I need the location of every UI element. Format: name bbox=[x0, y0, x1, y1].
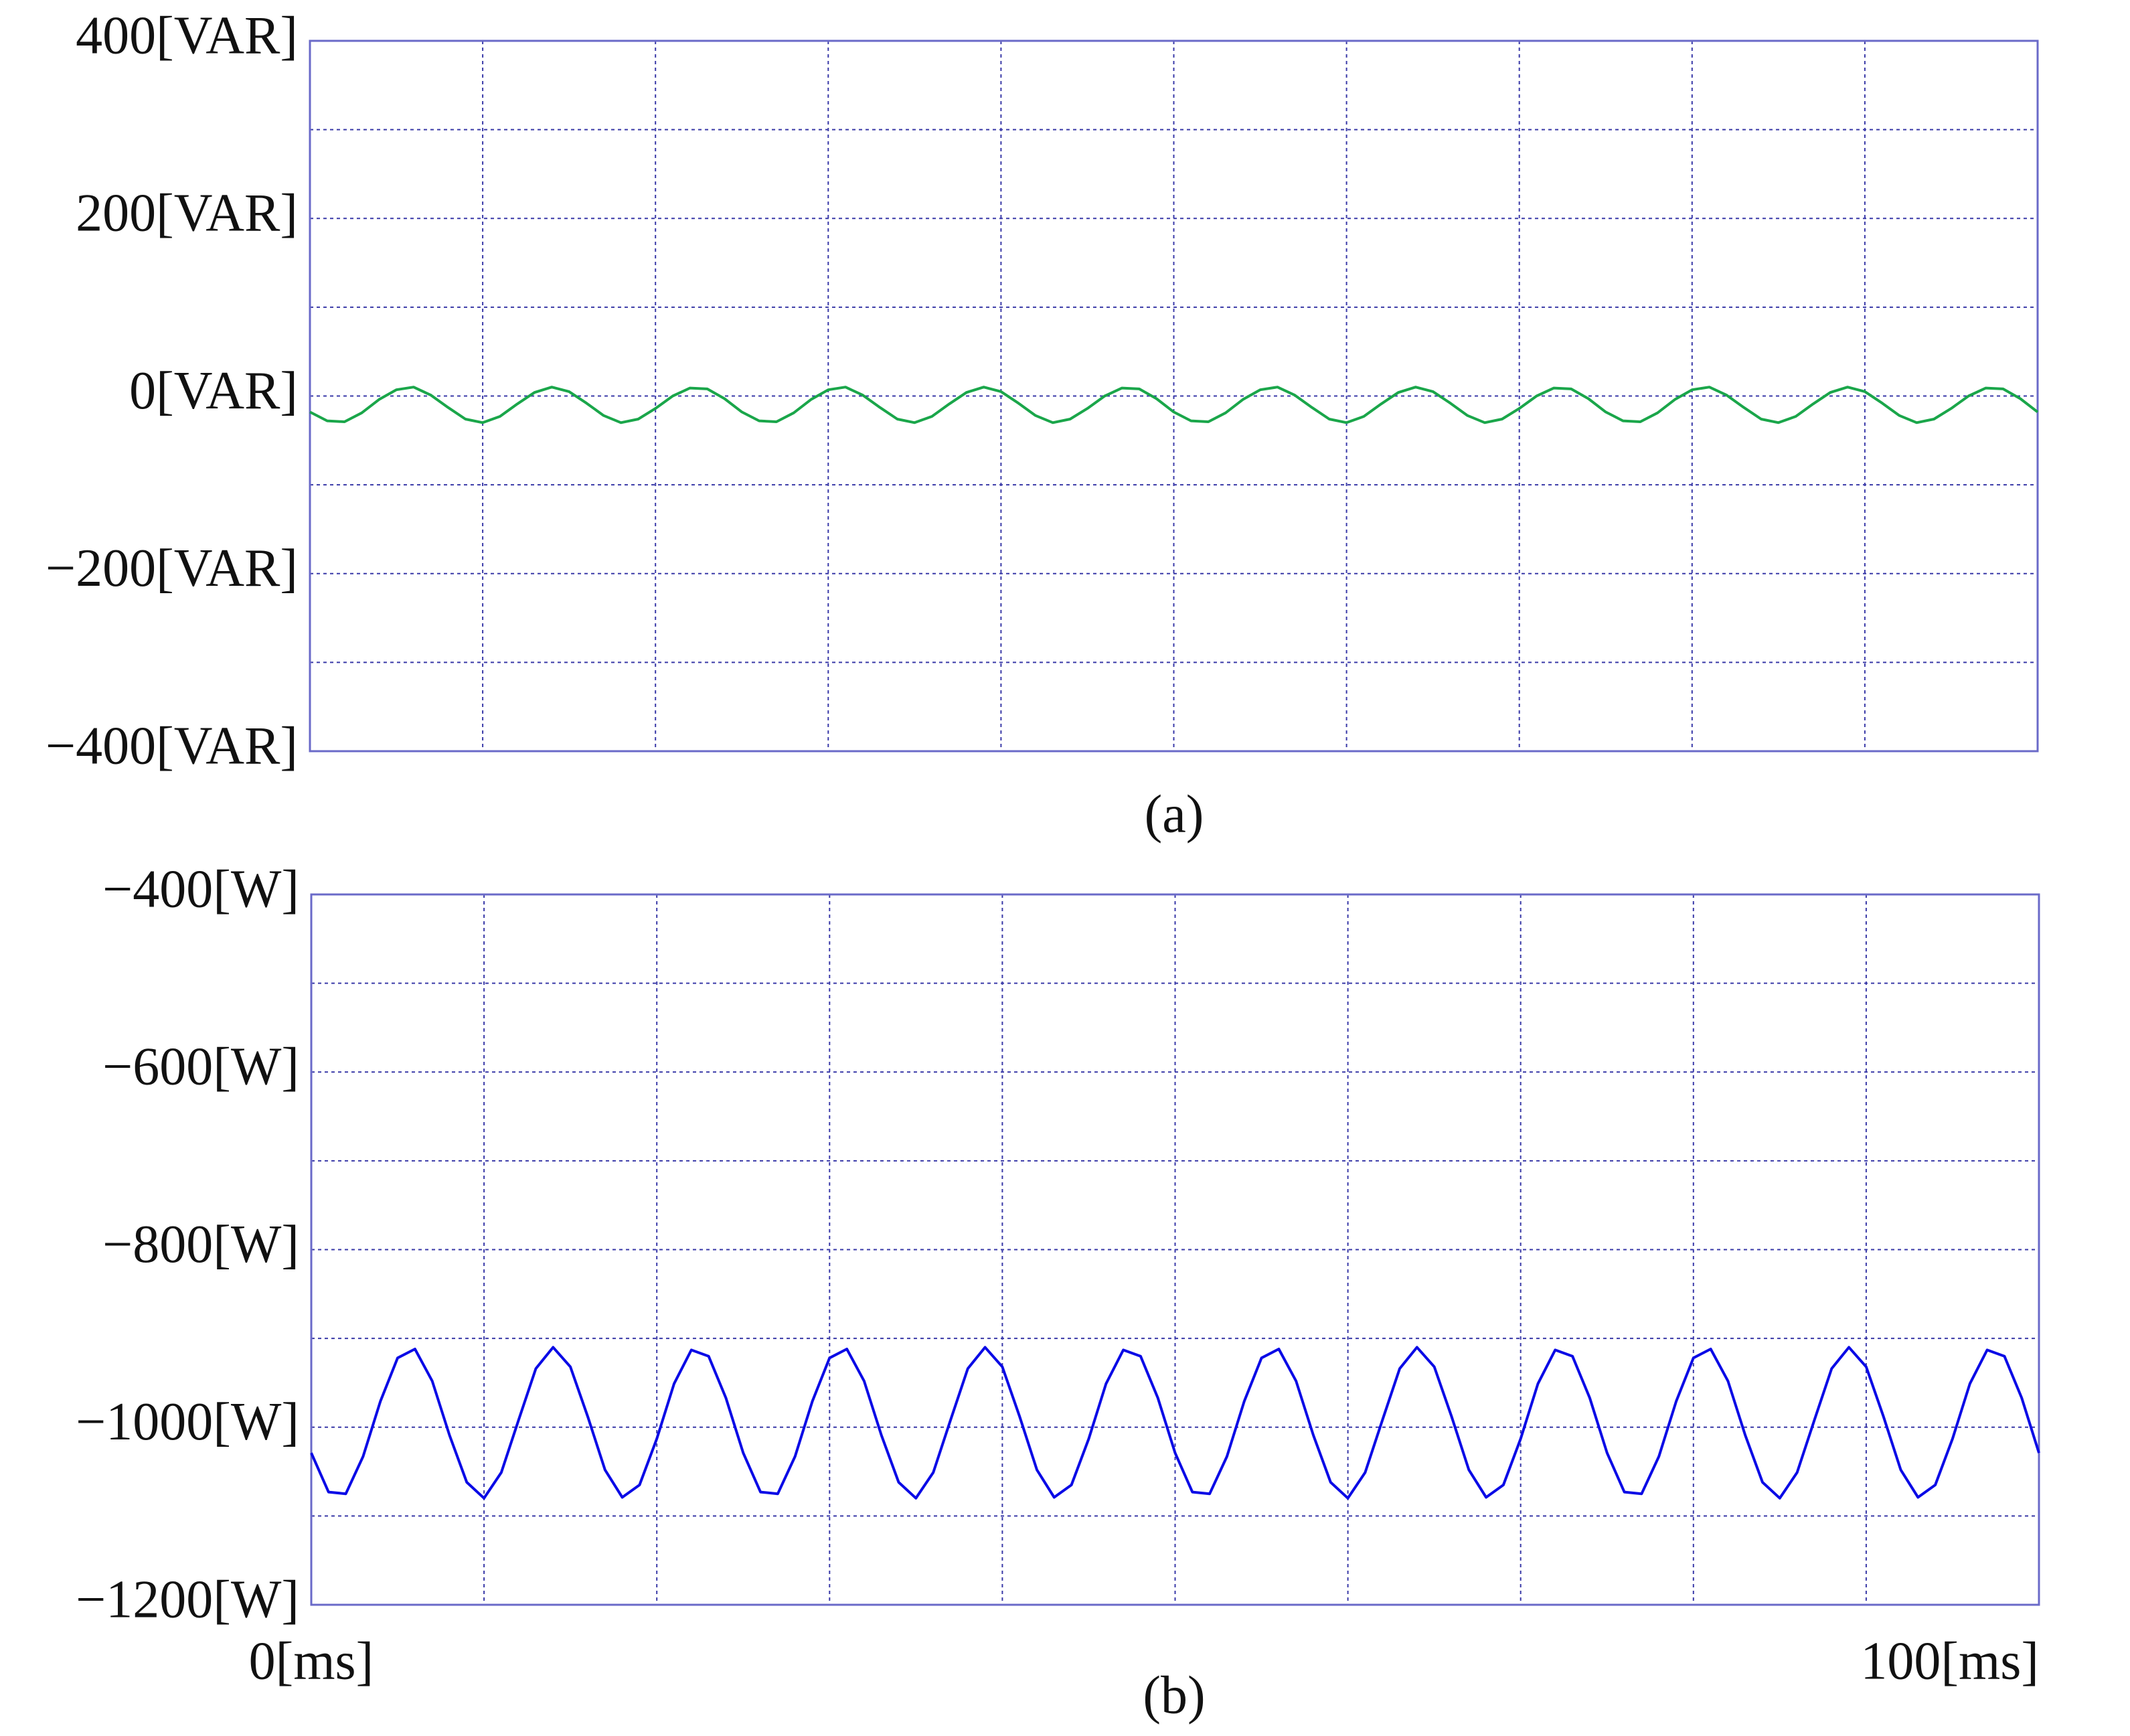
y-tick-label: −800[W] bbox=[102, 1215, 299, 1274]
y-tick-label: −200[VAR] bbox=[46, 539, 298, 598]
y-tick-label: −400[W] bbox=[102, 860, 299, 919]
y-tick-label: 0[VAR] bbox=[129, 362, 298, 420]
x-tick-label: 100[ms] bbox=[1860, 1632, 2039, 1690]
plot-frame bbox=[309, 40, 2039, 753]
plot-frame bbox=[310, 893, 2040, 1606]
y-tick-label: 400[VAR] bbox=[76, 6, 298, 65]
data-line bbox=[310, 1346, 2040, 1500]
data-line bbox=[309, 386, 2039, 424]
y-tick-label: 200[VAR] bbox=[76, 184, 298, 243]
x-tick-label: 0[ms] bbox=[249, 1632, 374, 1690]
caption: (b) bbox=[1143, 1666, 1205, 1725]
y-tick-label: −600[W] bbox=[102, 1038, 299, 1097]
caption: (a) bbox=[1145, 785, 1204, 844]
y-tick-label: −1000[W] bbox=[76, 1393, 299, 1451]
y-tick-label: −1200[W] bbox=[76, 1570, 299, 1629]
y-tick-label: −400[VAR] bbox=[46, 716, 298, 775]
